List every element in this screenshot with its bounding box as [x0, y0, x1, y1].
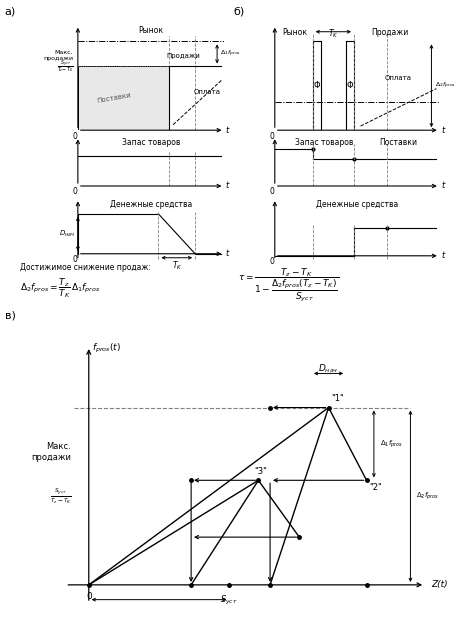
Text: а): а)	[5, 6, 16, 16]
Text: $\frac{S_{уст}}{T_z - T_K}$: $\frac{S_{уст}}{T_z - T_K}$	[49, 487, 71, 506]
Text: 0: 0	[86, 591, 92, 601]
Text: t: t	[226, 249, 229, 259]
Text: Φ: Φ	[314, 81, 320, 91]
Text: $\Delta_1 f_{pros}$: $\Delta_1 f_{pros}$	[220, 49, 241, 59]
Text: Поставки: Поставки	[97, 92, 132, 104]
Text: Рынок: Рынок	[282, 27, 307, 37]
Text: Денежные средства: Денежные средства	[316, 200, 398, 208]
Text: $\Delta_2 f_{pros}$: $\Delta_2 f_{pros}$	[416, 490, 440, 502]
Text: t: t	[226, 126, 229, 135]
Text: "2": "2"	[370, 482, 382, 492]
Text: $D_{нач}$: $D_{нач}$	[59, 229, 75, 239]
Text: Макс.
продажи: Макс. продажи	[44, 50, 73, 61]
Text: в): в)	[5, 310, 16, 320]
Text: Достижимое снижение продаж:: Достижимое снижение продаж:	[20, 263, 151, 272]
Text: б): б)	[234, 6, 245, 16]
Text: $T_K$: $T_K$	[328, 27, 338, 40]
Text: "3": "3"	[254, 467, 267, 476]
Text: t: t	[442, 182, 445, 190]
Text: Оплата: Оплата	[385, 75, 412, 81]
Text: Денежные средства: Денежные средства	[110, 200, 192, 208]
Text: t: t	[226, 182, 229, 190]
Text: 0: 0	[72, 255, 77, 264]
Text: $f_{pros}(t)$: $f_{pros}(t)$	[92, 342, 120, 355]
Text: $\Delta_1 f_{pros}$: $\Delta_1 f_{pros}$	[380, 438, 403, 450]
Text: Рынок: Рынок	[139, 26, 164, 35]
Text: Оплата: Оплата	[193, 89, 220, 95]
Text: Запас товаров: Запас товаров	[295, 138, 354, 147]
Text: Макс.
продажи: Макс. продажи	[31, 442, 71, 461]
Text: 0: 0	[72, 187, 77, 197]
Text: Поставки: Поставки	[380, 138, 417, 147]
Text: Φ: Φ	[347, 81, 353, 91]
Text: 0: 0	[269, 131, 274, 141]
Bar	[78, 66, 169, 130]
Text: 0: 0	[269, 257, 274, 266]
Text: $S_{уст}$: $S_{уст}$	[220, 594, 238, 607]
Text: 0: 0	[72, 131, 77, 141]
Text: t: t	[442, 126, 445, 135]
Text: $\frac{S_{уст}}{T_z{-}T_K}$: $\frac{S_{уст}}{T_z{-}T_K}$	[57, 58, 73, 74]
Text: 0: 0	[269, 187, 274, 197]
Text: t: t	[442, 251, 445, 260]
Text: $\tau = \dfrac{T_z - T_K}{1 - \dfrac{\Delta_2 f_{pros}(T_z - T_K)}{S_{уст}}}$: $\tau = \dfrac{T_z - T_K}{1 - \dfrac{\De…	[238, 267, 339, 304]
Text: Z(t): Z(t)	[431, 580, 447, 590]
Text: $T_K$: $T_K$	[172, 259, 182, 272]
Text: Продажи: Продажи	[371, 27, 409, 37]
Text: Запас товаров: Запас товаров	[122, 138, 180, 147]
Text: $D_{нач}$: $D_{нач}$	[318, 362, 339, 374]
Text: $\Delta_2 f_{pros} = \dfrac{T_z}{T_K}\,\Delta_1 f_{pros}$: $\Delta_2 f_{pros} = \dfrac{T_z}{T_K}\,\…	[20, 276, 100, 299]
Text: $\Delta_2 f_{pros}$: $\Delta_2 f_{pros}$	[435, 81, 456, 91]
Text: "1": "1"	[332, 394, 344, 403]
Text: Продажи: Продажи	[167, 53, 200, 59]
